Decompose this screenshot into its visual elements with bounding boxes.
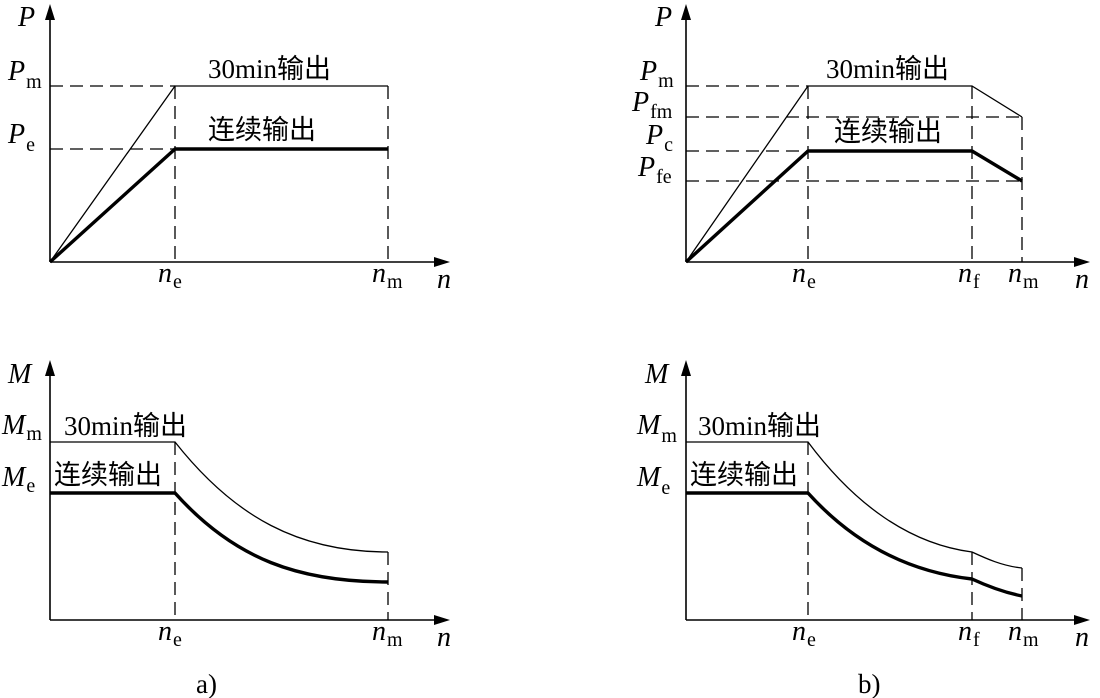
nm-tick-label: nm (1008, 258, 1039, 293)
30min-output-curve (685, 85, 1023, 263)
panel-b-caption: b) (858, 669, 881, 698)
panel-a-power-chart: P n Pm Pe ne nm 30min输出 连续输出 (7, 2, 451, 295)
ne-tick-label: ne (158, 616, 182, 651)
panel-a-caption: a) (196, 669, 217, 698)
nf-tick-label: nf (958, 258, 980, 293)
pfm-tick-label: Pfm (631, 87, 673, 123)
30min-output-curve (49, 85, 388, 263)
n-axis-arrow (1074, 257, 1090, 267)
p-axis-arrow (681, 4, 691, 20)
30min-output-label: 30min输出 (698, 411, 821, 441)
continuous-output-curve (48, 147, 388, 264)
p-axis-label: P (654, 2, 672, 33)
n-axis-label: n (1075, 622, 1089, 653)
nm-tick-label: nm (372, 616, 403, 651)
panel-b-power-chart: P n Pm Pfm Pc Pfe ne nf nm 30min输出 连续输出 (631, 2, 1090, 295)
pfe-tick-label: Pfe (637, 152, 672, 188)
nm-tick-label: nm (372, 258, 403, 293)
m-axis-arrow (681, 360, 691, 376)
n-axis-label: n (437, 264, 451, 295)
pc-tick-label: Pc (645, 120, 673, 156)
n-axis-arrow (1074, 615, 1090, 625)
continuous-output-label: 连续输出 (690, 460, 798, 490)
continuous-output-curve (50, 491, 389, 584)
nf-tick-label: nf (958, 616, 980, 651)
mm-tick-label: Mm (1, 410, 42, 445)
panel-b-torque-chart: M n Mm Me ne nf nm 30min输出 连续输出 (636, 359, 1090, 653)
continuous-output-label: 连续输出 (208, 115, 316, 145)
ne-tick-label: ne (792, 258, 816, 293)
30min-output-label: 30min输出 (64, 411, 187, 441)
n-axis-arrow (434, 615, 450, 625)
nm-tick-label: nm (1008, 616, 1039, 651)
continuous-output-curve (686, 491, 1023, 598)
continuous-output-label: 连续输出 (834, 117, 942, 147)
panel-a-torque-chart: M n Mm Me ne nm 30min输出 连续输出 (1, 359, 451, 653)
continuous-output-label: 连续输出 (54, 460, 162, 490)
me-tick-label: Me (636, 462, 670, 499)
m-axis-label: M (7, 359, 33, 390)
mm-tick-label: Mm (636, 410, 677, 447)
m-axis-arrow (45, 360, 55, 376)
30min-output-label: 30min输出 (208, 54, 331, 84)
me-tick-label: Me (1, 462, 35, 497)
p-axis-arrow (45, 4, 55, 20)
n-axis-arrow (434, 257, 450, 267)
ne-tick-label: ne (792, 616, 816, 651)
pm-tick-label: Pm (7, 56, 42, 93)
ne-tick-label: ne (158, 258, 182, 293)
30min-output-curve (686, 441, 1023, 569)
m-axis-label: M (644, 359, 670, 390)
p-axis-label: P (17, 2, 35, 33)
pe-tick-label: Pe (7, 119, 35, 156)
n-axis-label: n (1075, 264, 1089, 295)
continuous-output-curve (684, 149, 1023, 264)
30min-output-label: 30min输出 (826, 54, 949, 84)
30min-output-curve (50, 441, 389, 553)
n-axis-label: n (437, 622, 451, 653)
pm-tick-label: Pm (639, 56, 674, 92)
